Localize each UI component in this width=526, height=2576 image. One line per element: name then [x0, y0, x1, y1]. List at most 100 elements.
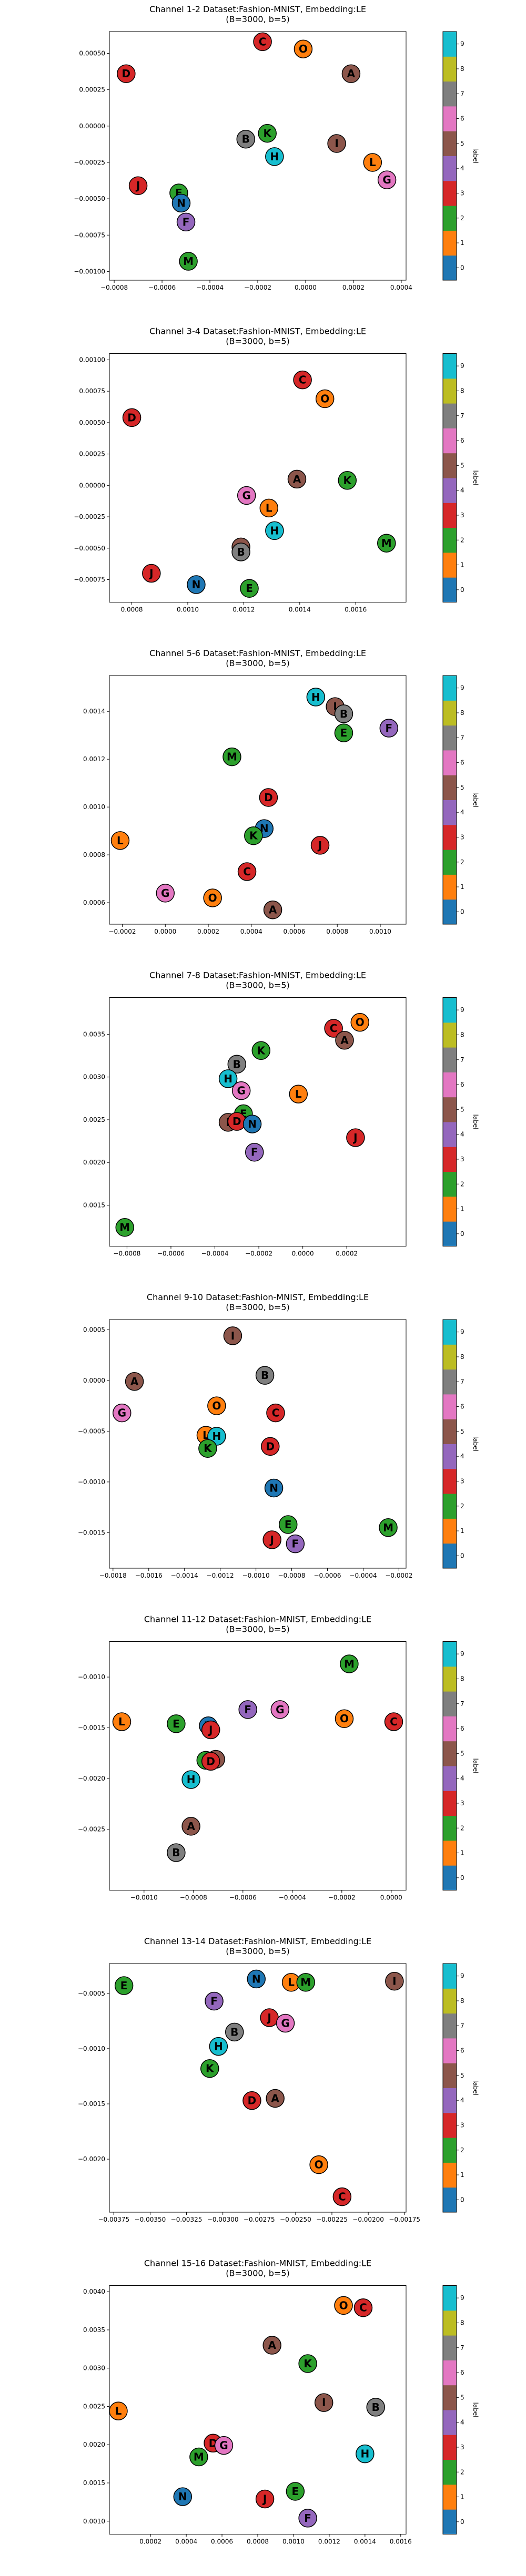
y-tick-label: 0.00000 — [79, 482, 105, 489]
colorbar-segment — [443, 700, 457, 726]
data-point-marker — [122, 408, 141, 427]
colorbar-tick-label: 6 — [460, 437, 464, 444]
colorbar-segment — [443, 156, 457, 181]
y-tick-label: 0.0020 — [83, 1159, 105, 1166]
colorbar-tick-label: 2 — [460, 1824, 464, 1832]
data-point-label: G — [237, 1085, 245, 1097]
y-tick-label: 0.0015 — [83, 2479, 105, 2487]
data-point: A — [181, 1817, 200, 1836]
data-point: J — [128, 176, 148, 195]
colorbar-tick-label: 3 — [460, 833, 464, 841]
data-point: C — [237, 862, 257, 881]
data-point-marker — [110, 831, 130, 850]
axes-frame — [109, 997, 407, 1246]
colorbar-segment — [443, 1369, 457, 1395]
colorbar-tick-label: 1 — [460, 2493, 464, 2501]
chart-title: Channel 5-6 Dataset:Fashion-MNIST, Embed… — [149, 648, 366, 658]
data-point: I — [385, 1971, 404, 1991]
data-point: K — [338, 471, 357, 490]
colorbar-label: label — [472, 1758, 479, 1773]
data-point-marker — [167, 1714, 186, 1733]
colorbar-tick-label: 9 — [460, 2294, 464, 2302]
y-tick-label: −0.0010 — [78, 2045, 105, 2052]
data-point-marker — [251, 1041, 271, 1060]
colorbar: 0 1 2 3 4 5 6 7 8 9 label — [442, 675, 479, 925]
data-point: L — [363, 153, 382, 172]
x-tick-label: 0.0004 — [240, 928, 262, 935]
data-point: E — [114, 1976, 134, 1995]
colorbar-tick-label: 8 — [460, 65, 464, 73]
colorbar-segment — [443, 403, 457, 428]
data-point-marker — [247, 1969, 266, 1989]
y-tick-label: −0.0020 — [78, 2155, 105, 2163]
data-point: G — [113, 1403, 132, 1423]
data-point-label: H — [224, 1072, 232, 1085]
colorbar-tick-label: 4 — [460, 487, 464, 494]
data-point: E — [167, 1714, 186, 1733]
colorbar-tick-label: 9 — [460, 40, 464, 48]
data-point-marker — [200, 2059, 219, 2078]
colorbar-tick-label: 3 — [460, 2121, 464, 2129]
data-point-marker — [286, 2482, 305, 2501]
x-tick-label: 0.0004 — [390, 284, 412, 291]
colorbar-tick-label: 2 — [460, 214, 464, 222]
data-point-label: E — [173, 1718, 180, 1730]
colorbar-segment — [443, 180, 457, 206]
colorbar-segment — [443, 2435, 457, 2460]
data-point: N — [264, 1478, 284, 1498]
data-point-marker — [112, 1712, 132, 1731]
colorbar-tick-label: 7 — [460, 2022, 464, 2029]
colorbar-segment — [443, 428, 457, 454]
chart-title: (B=3000, b=5) — [226, 658, 290, 668]
colorbar-tick-label: 2 — [460, 1180, 464, 1188]
data-point-marker — [227, 1055, 247, 1074]
data-point: K — [200, 2059, 219, 2078]
data-point-label: B — [172, 1846, 180, 1859]
colorbar-segment — [443, 2063, 457, 2088]
y-tick-label: 0.00025 — [79, 86, 105, 94]
data-point-label: H — [187, 1773, 196, 1786]
data-point-marker — [209, 2037, 228, 2056]
colorbar-tick-label: 7 — [460, 1700, 464, 1708]
data-point: O — [207, 1396, 226, 1415]
data-point-label: D — [232, 1115, 241, 1128]
data-point-label: D — [206, 1755, 215, 1767]
x-tick-label: −0.0002 — [244, 284, 271, 291]
x-tick-label: −0.0018 — [99, 1572, 127, 1579]
y-tick-label: 0.0020 — [83, 2441, 105, 2448]
colorbar: 0 1 2 3 4 5 6 7 8 9 label — [442, 997, 479, 1246]
colorbar-segment — [443, 106, 457, 131]
data-point-label: N — [269, 1481, 278, 1494]
data-point: K — [251, 1041, 271, 1060]
x-tick-label: 0.0000 — [292, 1250, 314, 1258]
data-point-marker — [384, 1712, 403, 1731]
data-point-marker — [366, 2398, 385, 2417]
y-tick-label: −0.0005 — [78, 1990, 105, 1997]
colorbar: 0 1 2 3 4 5 6 7 8 9 label — [442, 353, 479, 602]
data-point-label: F — [244, 1703, 251, 1716]
data-point-marker — [294, 39, 313, 58]
data-point-marker — [259, 498, 279, 518]
colorbar-tick-label: 7 — [460, 412, 464, 420]
colorbar-segment — [443, 378, 457, 404]
data-point-marker — [327, 134, 346, 153]
colorbar-segment — [443, 1147, 457, 1172]
x-tick-label: −0.0002 — [328, 1894, 356, 1902]
x-tick-label: −0.00325 — [171, 2216, 203, 2223]
colorbar-segment — [443, 1221, 457, 1246]
data-point: L — [289, 1085, 308, 1103]
colorbar-tick-label: 6 — [460, 2047, 464, 2054]
data-point: O — [335, 1709, 354, 1728]
data-point: G — [377, 170, 397, 189]
data-point-label: I — [231, 1330, 235, 1342]
data-point-label: N — [248, 1118, 257, 1130]
colorbar-tick-label: 7 — [460, 1056, 464, 1064]
colorbar-segment — [443, 1444, 457, 1469]
chart-panel-5: Channel 9-10 Dataset:Fashion-MNIST, Embe… — [78, 1292, 479, 1579]
data-point-marker — [231, 543, 250, 561]
data-point-marker — [173, 2487, 193, 2506]
chart-title: Channel 9-10 Dataset:Fashion-MNIST, Embe… — [147, 1292, 369, 1302]
data-point: C — [293, 370, 312, 390]
colorbar-segment — [443, 453, 457, 478]
data-point-label: N — [192, 578, 201, 591]
